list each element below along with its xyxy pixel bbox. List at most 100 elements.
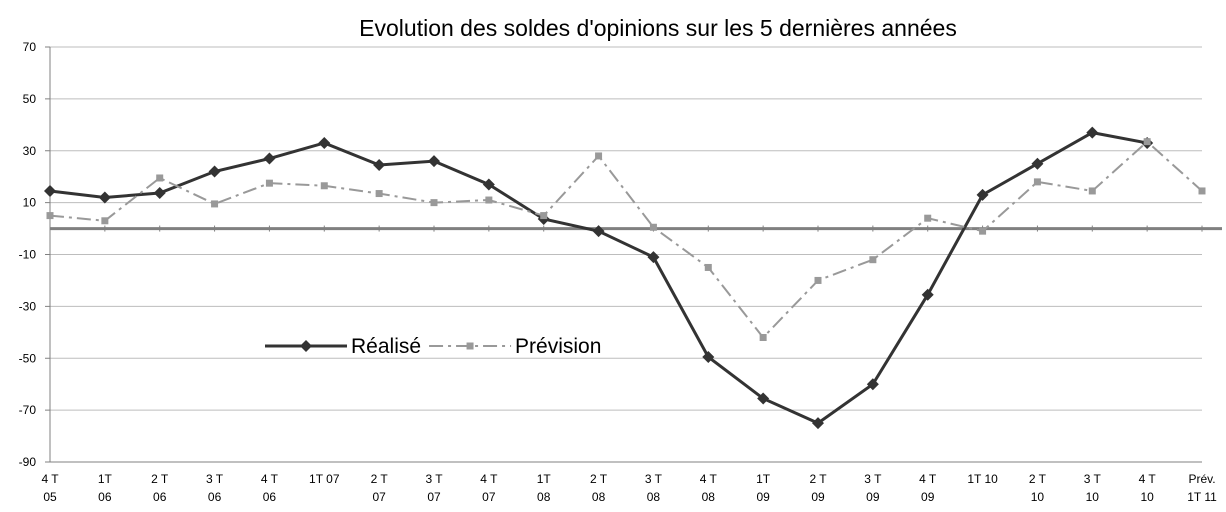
x-tick-label: 2 T 07 — [371, 472, 389, 504]
point — [98, 191, 111, 204]
point — [1198, 187, 1206, 195]
y-tick-label: 10 — [23, 196, 37, 210]
x-tick-label: 3 T 09 — [864, 472, 882, 504]
y-tick-label: -10 — [19, 248, 37, 262]
point — [759, 334, 767, 341]
x-tick-label-line: 1T 07 — [309, 472, 340, 486]
x-tick-label-line: 4 T — [1139, 472, 1157, 486]
x-tick-label-line: 08 — [647, 490, 661, 504]
x-tick-label: 4 T 09 — [919, 472, 937, 504]
x-tick-label-line: 4 T — [480, 472, 498, 486]
x-tick-label-line: 2 T — [590, 472, 608, 486]
legend-marker — [300, 340, 312, 352]
x-tick-label: 3 T 10 — [1084, 472, 1102, 504]
point — [156, 174, 164, 182]
x-tick-label: 1T 09 — [756, 472, 771, 504]
x-tick-label: 2 T 10 — [1029, 472, 1047, 504]
x-tick-label-line: 4 T — [919, 472, 937, 486]
point — [428, 155, 440, 168]
x-tick-label-line: 2 T — [151, 472, 169, 486]
x-tick-label-line: 08 — [702, 490, 716, 504]
point — [702, 350, 715, 363]
x-tick-label-line: 06 — [263, 490, 277, 504]
point — [211, 200, 219, 208]
x-tick-label: 3 T 06 — [206, 472, 224, 504]
x-tick-label-line: 10 — [1086, 490, 1100, 504]
legend-label: Prévision — [515, 335, 601, 358]
x-tick-label: 3 T 07 — [425, 472, 443, 504]
point — [592, 225, 605, 238]
x-tick-label-line: 3 T — [1084, 472, 1102, 486]
x-tick-label-line: 09 — [921, 490, 935, 504]
y-tick-label: -30 — [19, 299, 37, 313]
point — [1033, 178, 1041, 186]
x-tick-label-line: 05 — [43, 490, 57, 504]
x-tick-label-line: 1T 11 — [1187, 490, 1217, 504]
x-tick-label: 1T 10 — [967, 472, 998, 486]
point — [595, 152, 603, 160]
point — [482, 178, 495, 191]
point — [1143, 138, 1151, 146]
x-tick-label-line: 1T — [756, 472, 771, 486]
x-tick-label: 1T 07 — [309, 472, 340, 486]
x-tick-label-line: 3 T — [425, 472, 443, 486]
x-tick-label-line: 07 — [372, 490, 386, 504]
x-tick-label-line: 07 — [482, 490, 496, 504]
point — [1088, 187, 1096, 195]
point — [375, 190, 383, 198]
x-tick-label-line: 09 — [756, 490, 770, 504]
x-tick-label-line: 10 — [1031, 490, 1045, 504]
x-tick-label-line: 09 — [866, 490, 880, 504]
point — [44, 184, 56, 197]
point — [265, 179, 273, 187]
x-tick-label-line: 3 T — [645, 472, 663, 486]
legend-label: Réalisé — [351, 335, 421, 358]
x-tick-label-line: 08 — [537, 490, 551, 504]
x-tick-label: Prév. 1T 11 — [1187, 472, 1217, 504]
x-tick-label-line: 07 — [427, 490, 441, 504]
x-tick-label: 1T 08 — [537, 472, 552, 504]
x-tick-label-line: 3 T — [206, 472, 224, 486]
x-tick-label-line: 1T 10 — [967, 472, 998, 486]
x-tick-label: 4 T 10 — [1139, 472, 1157, 504]
point — [921, 288, 934, 301]
point — [704, 263, 712, 271]
point — [924, 214, 932, 222]
point — [540, 212, 548, 220]
x-tick-label-line: 4 T — [41, 472, 59, 486]
x-tick-label-line: 2 T — [371, 472, 389, 486]
x-tick-label-line: Prév. — [1188, 472, 1215, 486]
point — [1086, 126, 1099, 139]
x-tick-label: 4 T 07 — [480, 472, 498, 504]
y-tick-label: -70 — [19, 403, 37, 417]
point — [1031, 157, 1044, 170]
y-tick-label: 50 — [23, 92, 37, 106]
y-tick-label: -90 — [19, 455, 37, 469]
x-tick-label: 3 T 08 — [645, 472, 663, 504]
y-tick-label: 70 — [23, 40, 37, 54]
point — [263, 152, 276, 165]
point — [869, 256, 877, 264]
point — [430, 199, 438, 207]
x-tick-label: 4 T 06 — [261, 472, 279, 504]
legend-marker — [466, 342, 474, 350]
x-tick-label-line: 2 T — [809, 472, 827, 486]
point — [647, 251, 660, 264]
point — [208, 165, 221, 178]
x-tick-label-line: 4 T — [261, 472, 279, 486]
y-tick-label: 30 — [23, 144, 37, 158]
x-tick-label: 2 T 06 — [151, 472, 169, 504]
point — [979, 227, 987, 235]
x-tick-label-line: 09 — [811, 490, 825, 504]
point — [318, 136, 331, 149]
x-tick-label: 4 T 05 — [41, 472, 59, 504]
chart-title: Evolution des soldes d'opinions sur les … — [359, 15, 957, 41]
x-tick-label-line: 06 — [208, 490, 222, 504]
point — [649, 223, 657, 231]
point — [976, 188, 989, 201]
point — [812, 417, 824, 430]
point — [46, 212, 54, 220]
point — [153, 187, 166, 200]
x-tick-label-line: 3 T — [864, 472, 882, 486]
x-tick-label-line: 06 — [98, 490, 112, 504]
